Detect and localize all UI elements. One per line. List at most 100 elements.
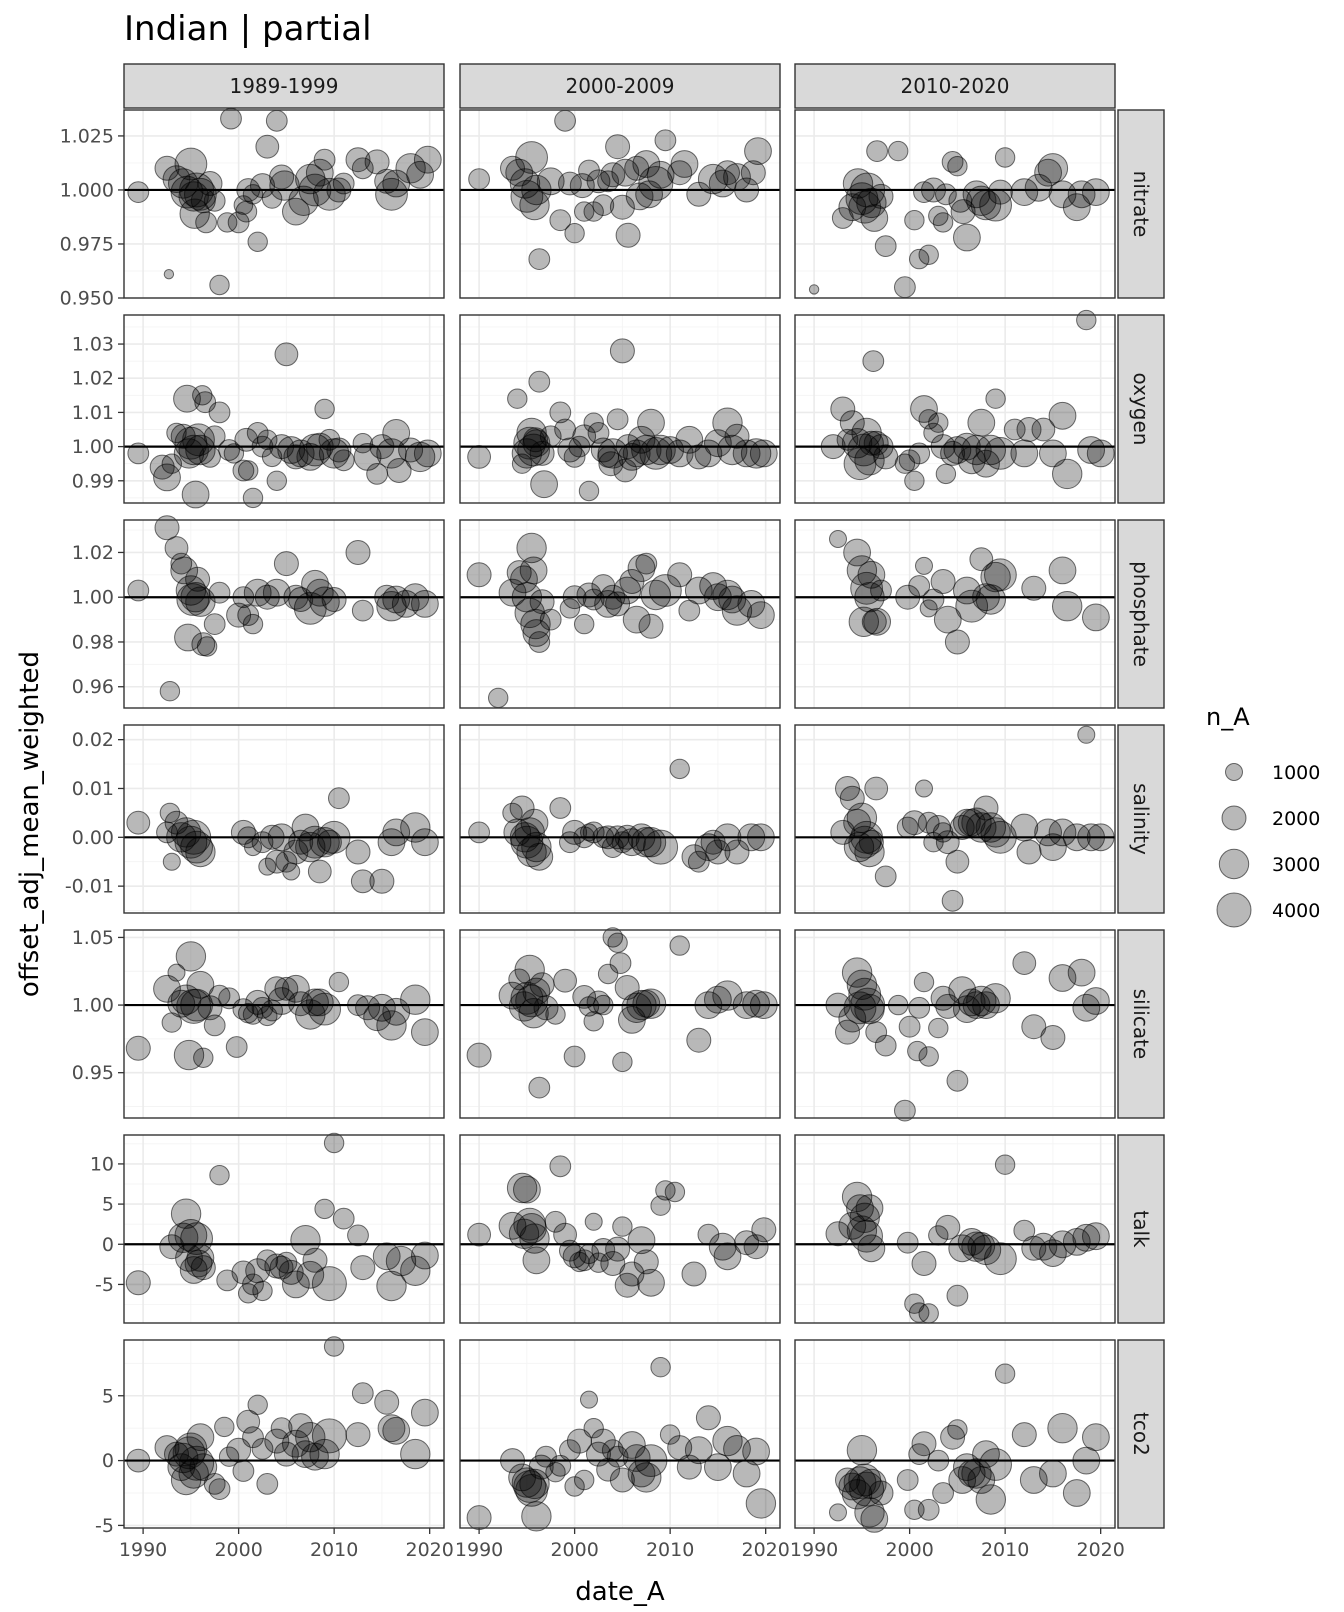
data-point [717, 434, 748, 466]
data-point [400, 984, 431, 1015]
data-point [400, 812, 431, 843]
data-point [1048, 401, 1077, 430]
data-point [154, 515, 180, 541]
data-point [724, 839, 750, 865]
data-point [257, 429, 278, 450]
data-point [261, 188, 283, 209]
data-point [1021, 575, 1047, 601]
x-tick-label: 2000 [885, 1539, 933, 1561]
data-point [411, 590, 439, 618]
data-point [515, 984, 548, 1018]
y-tick-label: 0.01 [72, 778, 114, 800]
data-point [1039, 439, 1067, 468]
y-tick-label: 0.950 [60, 288, 114, 310]
data-point [1048, 1230, 1077, 1259]
data-point [745, 1488, 777, 1519]
data-point [309, 827, 340, 858]
panel-border [459, 314, 781, 504]
data-point [533, 995, 559, 1021]
data-point [528, 248, 551, 271]
panel-background [124, 1340, 444, 1528]
data-point [252, 1280, 273, 1302]
data-point [549, 1155, 572, 1178]
data-point [298, 173, 332, 207]
data-point [613, 458, 638, 483]
y-tick-label: 5 [102, 1385, 114, 1407]
data-point [323, 1336, 345, 1357]
data-point [705, 839, 731, 865]
data-point [1077, 725, 1096, 744]
data-point [913, 971, 935, 993]
column-strip-label: 2000-2009 [565, 74, 674, 98]
data-point [697, 1223, 720, 1246]
data-point [411, 1018, 439, 1046]
data-point [220, 107, 242, 130]
data-point [973, 795, 999, 821]
data-point [563, 446, 586, 468]
data-point [242, 184, 264, 205]
data-point [612, 1216, 633, 1237]
data-point [170, 1198, 202, 1229]
y-tick-label: 0 [102, 1450, 114, 1472]
data-point [918, 244, 939, 266]
data-point [975, 434, 1006, 466]
data-point [203, 1014, 226, 1037]
data-point [209, 1165, 230, 1186]
data-point [584, 1212, 603, 1231]
panel-border [123, 929, 445, 1119]
data-point [915, 556, 933, 575]
data-point [178, 1458, 209, 1489]
data-point [843, 808, 871, 837]
data-point [825, 1221, 851, 1247]
data-point [704, 1453, 732, 1481]
data-point [232, 459, 255, 482]
data-point [994, 147, 1016, 168]
data-point [984, 558, 1017, 592]
row-strip [1117, 1339, 1165, 1529]
data-point [1021, 1014, 1047, 1040]
data-point [614, 824, 640, 850]
data-point [627, 425, 656, 454]
data-point [946, 1069, 969, 1092]
data-point [269, 170, 300, 201]
data-point [290, 1225, 321, 1256]
data-point [740, 160, 766, 186]
y-tick-label: 0.00 [72, 827, 114, 849]
data-point [849, 1471, 885, 1507]
x-tick-label: 1990 [119, 1539, 167, 1561]
panel-border [794, 314, 1116, 504]
data-point [984, 437, 1017, 470]
data-point [708, 1232, 737, 1261]
data-point [185, 434, 216, 466]
data-point [1031, 417, 1056, 442]
data-point [935, 183, 957, 206]
data-point [528, 631, 551, 653]
data-point [874, 865, 897, 888]
data-point [515, 141, 548, 174]
y-tick-label: 0.975 [60, 233, 114, 255]
data-point [1037, 153, 1069, 184]
data-point [376, 591, 407, 622]
data-point [1019, 1466, 1048, 1494]
row-strip-label: tco2 [1129, 1412, 1153, 1456]
data-point [185, 566, 211, 592]
panel-border [123, 109, 445, 299]
data-point [622, 1444, 651, 1472]
data-point [185, 836, 216, 868]
data-point [199, 446, 221, 468]
data-point [528, 370, 551, 393]
data-point [985, 388, 1006, 409]
data-point [1062, 823, 1091, 852]
data-point [918, 1303, 939, 1324]
y-tick-label: 1.025 [60, 125, 114, 147]
data-point [665, 439, 694, 468]
data-point [947, 1419, 968, 1440]
data-point [718, 585, 747, 614]
data-point [208, 581, 231, 604]
data-point [670, 150, 699, 178]
panel-border [123, 1339, 445, 1529]
data-point [500, 1448, 525, 1474]
data-point [174, 623, 202, 652]
data-point [309, 586, 340, 617]
panel-border [123, 519, 445, 709]
